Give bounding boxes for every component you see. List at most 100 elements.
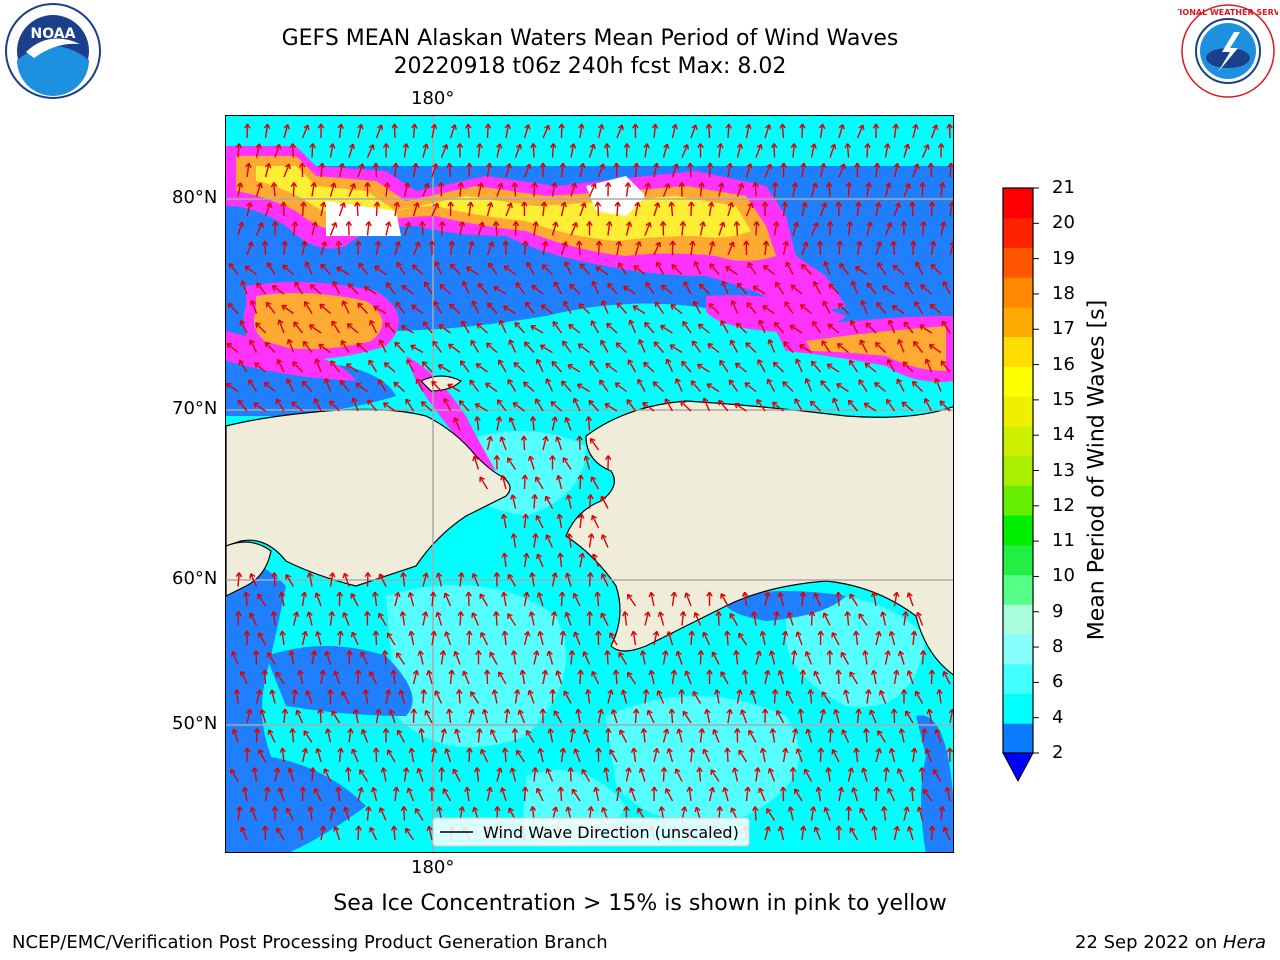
wave-arrow-head — [880, 611, 887, 617]
wave-arrow-shaft — [662, 728, 668, 743]
wave-arrow-head — [877, 730, 883, 736]
wave-arrow-shaft — [375, 124, 383, 139]
wave-arrow-head — [400, 325, 407, 331]
wave-arrow-shaft — [768, 768, 776, 782]
wave-arrow-shaft — [921, 221, 925, 236]
wave-arrow-head — [878, 689, 885, 696]
wave-arrow-shaft — [666, 358, 674, 373]
wave-arrow-head — [328, 611, 335, 617]
wave-arrow-shaft — [718, 222, 725, 236]
wave-arrow-shaft — [647, 710, 655, 724]
wave-arrow-shaft — [707, 343, 720, 354]
colorbar-tick-label: 13 — [1052, 459, 1075, 481]
wave-arrow-shaft — [607, 282, 618, 295]
wave-arrow-shaft — [393, 381, 405, 393]
wave-arrow-head — [786, 611, 793, 618]
wave-arrow-head — [901, 401, 908, 408]
wave-arrow-shaft — [912, 163, 919, 178]
wave-arrow-shaft — [837, 343, 849, 354]
wave-arrow-head — [255, 143, 262, 149]
wave-arrow-head — [332, 670, 340, 676]
wave-arrow-head — [809, 400, 816, 407]
wave-arrow-shaft — [778, 592, 785, 607]
wave-arrow-shaft — [940, 360, 951, 373]
wave-arrow-shaft — [228, 263, 239, 275]
wave-arrow-shaft — [757, 359, 766, 373]
wave-arrow-shaft — [507, 457, 517, 470]
wave-arrow-head — [256, 182, 263, 189]
wave-arrow-shaft — [440, 650, 445, 665]
wave-arrow-head — [912, 123, 919, 130]
wave-arrow-head — [746, 163, 753, 169]
wave-arrow-head — [662, 728, 670, 734]
wave-arrow-head — [835, 825, 843, 831]
wave-arrow-shaft — [733, 767, 739, 782]
wave-arrow-shaft — [781, 123, 785, 139]
wave-arrow-shaft — [301, 748, 307, 763]
wave-arrow-head — [898, 728, 906, 734]
wave-arrow-shaft — [705, 709, 711, 724]
wave-arrow-head — [810, 360, 817, 367]
wave-arrow-shaft — [726, 747, 729, 763]
wave-arrow-head — [929, 240, 937, 247]
wave-arrow-shaft — [915, 690, 924, 704]
wave-arrow-shaft — [600, 340, 609, 353]
wave-arrow-head — [928, 825, 936, 831]
wave-arrow-head — [771, 182, 779, 188]
wave-arrow-shaft — [801, 241, 808, 256]
wave-arrow-head — [589, 360, 596, 366]
colorbar-segment — [1003, 306, 1033, 338]
wave-arrow-shaft — [834, 709, 840, 724]
wave-arrow-head — [523, 591, 530, 598]
wave-arrow-shaft — [264, 124, 269, 139]
wave-arrow-head — [586, 572, 594, 578]
wave-arrow-shaft — [810, 143, 816, 158]
wave-arrow-head — [849, 671, 855, 678]
wave-arrow-shaft — [547, 650, 554, 665]
wave-arrow-head — [884, 650, 891, 656]
wave-arrow-shaft — [507, 613, 517, 626]
wave-arrow-shaft — [888, 319, 896, 334]
wave-arrow-shaft — [893, 826, 899, 841]
wave-arrow-shaft — [907, 592, 914, 607]
wave-arrow-head — [368, 671, 375, 677]
wave-arrow-shaft — [874, 382, 886, 393]
wave-arrow-head — [294, 281, 300, 288]
wave-arrow-shaft — [486, 436, 492, 451]
wave-arrow-shaft — [567, 364, 581, 373]
wave-arrow-head — [920, 221, 927, 227]
wave-arrow-head — [923, 398, 930, 404]
wave-arrow-head — [386, 632, 393, 639]
wave-arrow-head — [355, 240, 362, 246]
wave-arrow-shaft — [477, 143, 481, 158]
wave-arrow-head — [301, 747, 309, 754]
wave-arrow-head — [365, 221, 372, 227]
wave-arrow-head — [831, 748, 838, 755]
wave-arrow-head — [439, 283, 446, 290]
wave-arrow-head — [910, 747, 918, 753]
wave-arrow-head — [900, 221, 908, 227]
wave-arrow-shaft — [571, 788, 581, 802]
wave-arrow-head — [805, 728, 812, 735]
wave-arrow-head — [263, 381, 270, 388]
wave-arrow-shaft — [403, 182, 409, 197]
wave-arrow-shaft — [817, 787, 822, 802]
wave-arrow-shaft — [694, 261, 702, 275]
wave-arrow-head — [657, 611, 665, 617]
wave-arrow-head — [849, 827, 856, 833]
wave-arrow-head — [551, 806, 559, 812]
wave-arrow-shaft — [597, 201, 600, 217]
wave-arrow-head — [453, 417, 460, 423]
wave-arrow-shaft — [309, 284, 322, 295]
wave-arrow-shaft — [403, 767, 408, 782]
wave-arrow-head — [342, 611, 349, 618]
wave-arrow-shaft — [632, 305, 646, 315]
wave-arrow-shaft — [690, 747, 693, 763]
wave-arrow-shaft — [301, 124, 309, 139]
wave-arrow-head — [359, 769, 365, 775]
wave-arrow-head — [226, 342, 233, 349]
wave-arrow-head — [285, 573, 291, 580]
wave-arrow-shaft — [546, 768, 554, 782]
wave-arrow-shaft — [903, 321, 914, 334]
wave-arrow-shaft — [563, 301, 572, 314]
